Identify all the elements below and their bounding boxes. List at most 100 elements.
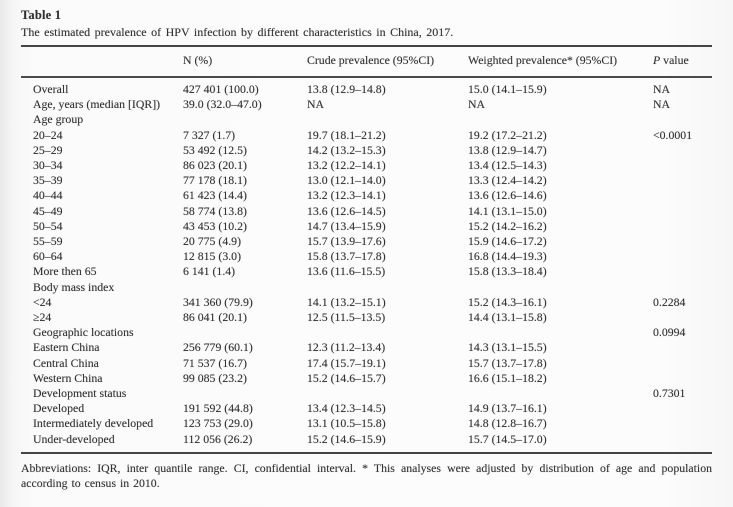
p-value-cell: 0.0994 [653, 325, 686, 340]
row-label-cell: More then 65 [33, 264, 97, 279]
n-percent-cell: 7 327 (1.7) [183, 127, 236, 142]
table-row: 25–29 53 492 (12.5) 14.2 (13.2–15.3) 13.… [21, 143, 712, 158]
n-percent-cell: 99 085 (23.2) [183, 370, 247, 385]
crude-prevalence-cell: 15.2 (14.6–15.9) [307, 431, 386, 446]
header-row: N (%) Crude prevalence (95%CI) Weighted … [21, 46, 712, 78]
n-percent-cell: 12 815 (3.0) [183, 249, 241, 264]
row-label-cell: 20–24 [33, 127, 63, 142]
table-row: Central China 71 537 (16.7) 17.4 (15.7–1… [21, 356, 712, 371]
table-row: 60–64 12 815 (3.0) 15.8 (13.7–17.8) 16.8… [21, 249, 712, 264]
table-row: <24 341 360 (79.9) 14.1 (13.2–15.1) 15.2… [21, 295, 712, 310]
weighted-prevalence-cell: 13.6 (12.6–14.6) [468, 188, 547, 203]
table-row: 20–24 7 327 (1.7) 19.7 (18.1–21.2) 19.2 … [21, 128, 712, 143]
table-footnote: Abbreviations: IQR, inter quantile range… [21, 460, 712, 491]
weighted-prevalence-cell: 19.2 (17.2–21.2) [468, 127, 547, 142]
weighted-prevalence-cell [468, 280, 653, 295]
row-label-cell: Age, years (median [IQR]) [33, 97, 161, 112]
weighted-prevalence-cell [468, 325, 653, 340]
table-row: Development status 0.7301 [21, 386, 712, 401]
n-percent-cell: 256 779 (60.1) [183, 340, 253, 355]
p-value-cell [653, 249, 712, 264]
p-value-cell [653, 416, 712, 431]
weighted-prevalence-cell: 13.8 (12.9–14.7) [468, 142, 547, 157]
row-label-cell: Body mass index [33, 279, 115, 294]
crude-prevalence-cell: 15.8 (13.7–17.8) [307, 249, 386, 264]
row-label-cell: 25–29 [33, 142, 63, 157]
column-header-weighted-prevalence: Weighted prevalence* (95%CI) [468, 46, 653, 78]
table-row: 30–34 86 023 (20.1) 13.2 (12.2–14.1) 13.… [21, 158, 712, 173]
n-percent-cell: 427 401 (100.0) [183, 82, 259, 96]
crude-prevalence-cell: 13.8 (12.9–14.8) [307, 82, 386, 96]
p-value-cell: 0.2284 [653, 294, 686, 309]
row-label-cell: Geographic locations [33, 325, 134, 340]
crude-prevalence-cell: 14.7 (13.4–15.9) [307, 218, 386, 233]
row-label-cell: 35–39 [33, 173, 63, 188]
n-percent-cell: 77 178 (18.1) [183, 173, 247, 188]
row-label-cell: Age group [33, 112, 84, 127]
n-percent-cell: 6 141 (1.4) [183, 264, 236, 279]
column-header-characteristic [21, 46, 183, 78]
weighted-prevalence-cell: 16.8 (14.4–19.3) [468, 249, 547, 264]
crude-prevalence-cell: 13.2 (12.2–14.1) [307, 158, 386, 173]
column-header-crude-prevalence: Crude prevalence (95%CI) [307, 46, 468, 78]
table-row: Overall 427 401 (100.0) 13.8 (12.9–14.8)… [21, 77, 712, 97]
crude-prevalence-cell: 17.4 (15.7–19.1) [307, 355, 386, 370]
table-row: More then 65 6 141 (1.4) 13.6 (11.6–15.5… [21, 264, 712, 279]
row-label-cell: 40–44 [33, 188, 63, 203]
p-value-cell: 0.7301 [653, 386, 686, 401]
p-value-cell: NA [653, 97, 671, 112]
table-header: N (%) Crude prevalence (95%CI) Weighted … [21, 46, 712, 78]
n-percent-cell: 39.0 (32.0–47.0) [183, 97, 262, 112]
table-row: ≥24 86 041 (20.1) 12.5 (11.5–13.5) 14.4 … [21, 310, 712, 325]
n-percent-cell: 86 041 (20.1) [183, 310, 247, 325]
row-label-cell: Under-developed [33, 431, 115, 446]
paper-table-figure: Table 1 The estimated prevalence of HPV … [21, 8, 712, 491]
table-row: Age group [21, 112, 712, 127]
row-label-cell: Central China [33, 355, 99, 370]
p-symbol: P [653, 53, 661, 67]
row-label-cell: Developed [33, 401, 85, 416]
crude-prevalence-cell: 13.6 (11.6–15.5) [307, 264, 386, 279]
n-percent-cell [183, 112, 307, 127]
table-number: Table 1 [21, 8, 62, 22]
n-percent-cell: 58 774 (13.8) [183, 203, 247, 218]
weighted-prevalence-cell: 14.8 (12.8–16.7) [468, 416, 547, 431]
table-row: Eastern China 256 779 (60.1) 12.3 (11.2–… [21, 340, 712, 355]
n-percent-cell: 61 423 (14.4) [183, 188, 247, 203]
crude-prevalence-cell: NA [307, 97, 325, 112]
table-row: 40–44 61 423 (14.4) 13.2 (12.3–14.1) 13.… [21, 188, 712, 203]
table-body: Overall 427 401 (100.0) 13.8 (12.9–14.8)… [21, 77, 712, 453]
p-value-cell [653, 371, 712, 386]
table-row: 35–39 77 178 (18.1) 13.0 (12.1–14.0) 13.… [21, 173, 712, 188]
p-rest: value [660, 53, 689, 67]
table-row: Western China 99 085 (23.2) 15.2 (14.6–1… [21, 371, 712, 386]
p-value-cell [653, 401, 712, 416]
weighted-prevalence-cell: 15.2 (14.3–16.1) [468, 294, 547, 309]
p-value-cell [653, 204, 712, 219]
weighted-prevalence-cell: 15.9 (14.6–17.2) [468, 234, 547, 249]
n-percent-cell: 20 775 (4.9) [183, 234, 241, 249]
row-label-cell: 60–64 [33, 249, 63, 264]
table-row: Developed 191 592 (44.8) 13.4 (12.3–14.5… [21, 401, 712, 416]
crude-prevalence-cell [307, 280, 468, 295]
table-caption: The estimated prevalence of HPV infectio… [21, 25, 454, 39]
weighted-prevalence-cell: 14.9 (13.7–16.1) [468, 401, 547, 416]
table-row: Under-developed 112 056 (26.2) 15.2 (14.… [21, 432, 712, 453]
p-value-cell: <0.0001 [653, 127, 693, 142]
weighted-prevalence-cell: 15.8 (13.3–18.4) [468, 264, 547, 279]
p-value-cell [653, 234, 712, 249]
p-value-cell [653, 340, 712, 355]
n-percent-cell: 191 592 (44.8) [183, 401, 253, 416]
weighted-prevalence-cell [468, 386, 653, 401]
weighted-prevalence-cell: 16.6 (15.1–18.2) [468, 370, 547, 385]
row-label-cell: Development status [33, 386, 127, 401]
p-value-cell: NA [653, 82, 671, 96]
row-label-cell: 50–54 [33, 218, 63, 233]
column-header-n: N (%) [183, 46, 307, 78]
n-percent-cell: 112 056 (26.2) [183, 431, 253, 446]
crude-prevalence-cell: 13.1 (10.5–15.8) [307, 416, 386, 431]
table-row: 50–54 43 453 (10.2) 14.7 (13.4–15.9) 15.… [21, 219, 712, 234]
row-label-cell: 55–59 [33, 234, 63, 249]
p-value-cell [653, 158, 712, 173]
weighted-prevalence-cell: 13.4 (12.5–14.3) [468, 158, 547, 173]
